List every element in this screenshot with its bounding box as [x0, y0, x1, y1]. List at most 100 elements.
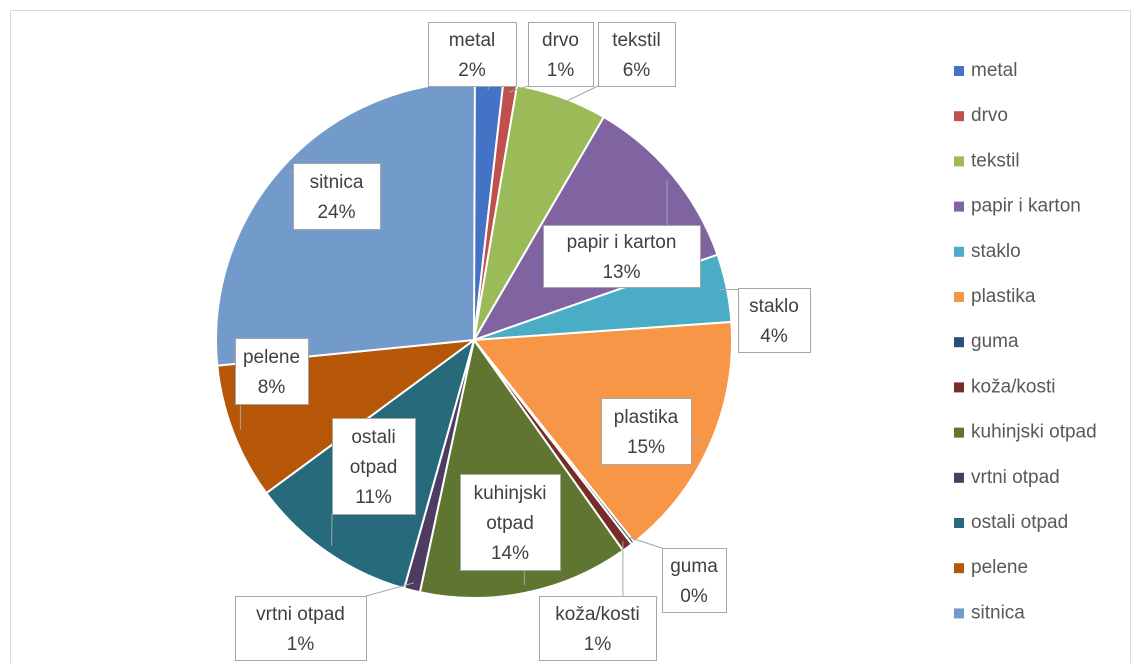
- legend-item-ko-a-kosti: koža/kosti: [954, 376, 1055, 397]
- data-label-text: pelene: [243, 347, 300, 368]
- legend-label: sitnica: [971, 602, 1025, 623]
- legend-swatch: [954, 201, 964, 212]
- data-label-text: 11%: [355, 487, 392, 508]
- data-label-text: 6%: [623, 60, 651, 81]
- data-label-text: 13%: [602, 262, 640, 283]
- legend-swatch: [954, 292, 964, 302]
- data-label-papir-i-karton: papir i karton 13%: [543, 180, 701, 288]
- legend-swatch: [954, 472, 964, 483]
- data-label-text: 1%: [547, 60, 575, 81]
- data-label-box: [543, 225, 701, 288]
- legend-item-pelene: pelene: [954, 557, 1028, 578]
- data-label-text: drvo: [542, 30, 579, 51]
- legend-swatch: [954, 608, 964, 619]
- data-label-text: vrtni otpad: [256, 604, 345, 625]
- legend-swatch: [954, 563, 964, 574]
- legend-swatch: [954, 518, 964, 528]
- legend-swatch: [954, 337, 964, 348]
- data-label-text: 8%: [258, 377, 286, 398]
- legend-swatch: [954, 66, 964, 76]
- data-label-text: 4%: [760, 326, 788, 347]
- data-label-plastika: plastika 15%: [601, 398, 703, 465]
- legend-swatch: [954, 382, 964, 393]
- legend-label: guma: [971, 331, 1019, 352]
- data-label-box: [598, 22, 676, 87]
- data-labels: metal 2% drvo 1% tekstil 6% papir i karton 13% s…: [235, 22, 811, 661]
- legend-label: plastika: [971, 286, 1036, 307]
- data-label-box: [528, 22, 594, 87]
- legend-label: staklo: [971, 241, 1021, 262]
- data-label-text: guma: [670, 556, 718, 577]
- data-label-text: 1%: [287, 634, 315, 655]
- legend-item-kuhinjski-otpad: kuhinjski otpad: [954, 422, 1097, 443]
- leader-line: [365, 582, 415, 597]
- data-label-drvo: drvo 1%: [508, 22, 594, 93]
- data-label-metal: metal 2%: [428, 22, 517, 91]
- legend-item-vrtni-otpad: vrtni otpad: [954, 467, 1060, 488]
- legend-item-sitnica: sitnica: [954, 602, 1025, 623]
- legend-item-plastika: plastika: [954, 286, 1036, 307]
- legend-label: kuhinjski otpad: [971, 422, 1097, 443]
- data-label-text: 14%: [491, 543, 529, 564]
- data-label-tekstil: tekstil 6%: [558, 22, 676, 106]
- data-label-text: staklo: [749, 296, 799, 317]
- legend-item-metal: metal: [954, 60, 1017, 81]
- legend-label: pelene: [971, 557, 1028, 578]
- data-label-text: papir i karton: [567, 232, 677, 253]
- data-label-box: [738, 288, 811, 353]
- legend-swatch: [954, 246, 964, 257]
- data-label-text: ostali: [351, 427, 395, 448]
- data-label-box: [601, 398, 692, 465]
- data-label-text: sitnica: [310, 172, 364, 193]
- data-label-text: 0%: [680, 586, 708, 607]
- data-label-vrtni-otpad: vrtni otpad 1%: [235, 582, 415, 661]
- data-label-text: koža/kosti: [555, 604, 639, 625]
- data-label-guma: guma 0%: [628, 536, 727, 613]
- legend-item-tekstil: tekstil: [954, 150, 1020, 171]
- data-label-box: [235, 596, 367, 661]
- data-label-box: [539, 596, 657, 661]
- data-label-ostali-otpad: ostali otpad 11%: [331, 418, 416, 546]
- data-label-text: metal: [449, 30, 495, 51]
- data-label-box: [235, 338, 309, 405]
- leader-line: [508, 85, 529, 93]
- legend-swatch: [954, 111, 964, 122]
- data-label-text: tekstil: [612, 30, 661, 51]
- legend-label: koža/kosti: [971, 376, 1055, 397]
- data-label-sitnica: sitnica 24%: [288, 163, 381, 230]
- leader-line: [628, 536, 663, 549]
- legend-item-guma: guma: [954, 331, 1019, 352]
- legend-item-drvo: drvo: [954, 105, 1008, 126]
- legend-label: vrtni otpad: [971, 467, 1060, 488]
- legend-item-staklo: staklo: [954, 241, 1021, 262]
- data-label-text: otpad: [350, 457, 398, 478]
- legend-label: drvo: [971, 105, 1008, 126]
- data-label-box: [460, 474, 561, 571]
- legend-swatch: [954, 156, 964, 167]
- legend-item-ostali-otpad: ostali otpad: [954, 512, 1068, 533]
- data-label-text: 15%: [627, 437, 665, 458]
- legend-item-papir-i-karton: papir i karton: [954, 196, 1081, 217]
- data-label-text: 2%: [458, 60, 486, 81]
- legend-label: tekstil: [971, 150, 1020, 171]
- data-label-text: 1%: [584, 634, 612, 655]
- data-label-staklo: staklo 4%: [719, 288, 811, 353]
- data-label-text: kuhinjski: [474, 483, 547, 504]
- data-label-kuhinjski-otpad: kuhinjski otpad 14%: [460, 474, 561, 586]
- legend-swatch: [954, 427, 964, 438]
- data-label-box: [293, 163, 381, 230]
- legend: metal drvo tekstil papir i karton staklo plas…: [954, 60, 1097, 623]
- data-label-text: otpad: [486, 513, 534, 534]
- data-label-pelene: pelene 8%: [235, 338, 309, 430]
- legend-label: ostali otpad: [971, 512, 1068, 533]
- data-label-box: [662, 548, 727, 613]
- data-label-box: [428, 22, 517, 87]
- data-label-text: plastika: [614, 407, 679, 428]
- legend-label: metal: [971, 60, 1017, 81]
- data-label-box: [332, 418, 416, 515]
- data-label-text: 24%: [317, 202, 355, 223]
- leader-line: [558, 85, 599, 106]
- legend-label: papir i karton: [971, 196, 1081, 217]
- data-label-ko-a-kosti: koža/kosti 1%: [539, 541, 657, 661]
